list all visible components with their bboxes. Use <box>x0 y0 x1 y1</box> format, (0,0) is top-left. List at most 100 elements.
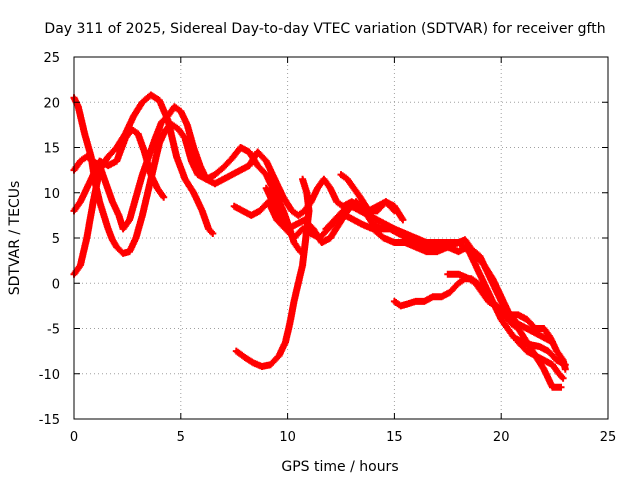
data-point <box>275 218 279 222</box>
data-point <box>104 182 108 186</box>
series-track-9 <box>337 171 407 224</box>
data-point <box>292 299 296 303</box>
data-point <box>424 250 428 254</box>
y-tick-label: 5 <box>52 232 60 247</box>
data-point <box>478 254 482 258</box>
data-point <box>136 132 140 136</box>
data-point <box>110 238 114 242</box>
data-point <box>76 105 80 109</box>
data-point <box>516 340 520 344</box>
data-point <box>352 218 356 222</box>
data-point <box>448 290 452 294</box>
data-point <box>414 299 418 303</box>
data-point <box>491 281 495 285</box>
data-point <box>294 222 298 226</box>
data-point <box>424 245 428 249</box>
data-point <box>360 222 364 226</box>
data-point <box>439 295 443 299</box>
data-point <box>435 245 439 249</box>
data-point <box>211 232 215 235</box>
data-point <box>157 141 161 145</box>
data-point <box>115 159 119 163</box>
data-point <box>533 327 537 330</box>
data-point <box>179 109 183 113</box>
data-point <box>510 322 514 326</box>
data-point <box>533 354 537 358</box>
data-point <box>140 213 144 217</box>
data-point <box>277 354 281 358</box>
data-point <box>222 177 225 181</box>
data-point <box>457 272 460 276</box>
y-tick-label: 0 <box>52 277 60 292</box>
data-point <box>234 349 238 353</box>
data-point <box>292 236 296 240</box>
data-point <box>115 245 119 249</box>
data-point <box>431 295 435 299</box>
data-point <box>149 173 153 177</box>
grid <box>74 57 608 419</box>
data-point <box>399 304 403 308</box>
data-point <box>290 209 294 213</box>
data-point <box>102 213 106 217</box>
data-point <box>149 93 153 97</box>
data-point <box>307 209 311 213</box>
data-point <box>281 209 285 213</box>
data-point <box>264 173 268 177</box>
data-point <box>284 340 287 344</box>
data-point <box>132 114 136 118</box>
y-axis-title: SDTVAR / TECUs <box>7 181 23 296</box>
data-point <box>467 250 471 254</box>
data-point <box>311 227 315 231</box>
data-point <box>213 173 217 177</box>
data-point <box>249 213 253 217</box>
data-point <box>164 127 168 131</box>
data-point <box>258 209 262 213</box>
series-track-12 <box>514 338 567 382</box>
data-point <box>371 222 375 226</box>
data-point <box>183 136 187 140</box>
data-point <box>324 227 328 231</box>
data-point <box>328 236 332 240</box>
data-point <box>153 136 157 140</box>
data-point <box>525 317 529 321</box>
data-point <box>508 313 512 317</box>
data-point <box>484 268 488 272</box>
data-point <box>170 123 174 127</box>
data-point <box>200 209 204 213</box>
data-point <box>463 238 467 242</box>
data-point <box>457 250 460 254</box>
data-point <box>563 367 567 371</box>
data-point <box>457 241 460 244</box>
data-point <box>435 241 439 244</box>
data-point <box>190 159 193 163</box>
data-point <box>320 241 324 244</box>
y-tick-label: 10 <box>43 187 60 202</box>
data-point <box>91 200 95 204</box>
data-point <box>256 150 260 154</box>
data-point <box>499 317 503 321</box>
data-point <box>414 236 418 240</box>
data-point <box>264 186 268 190</box>
data-point <box>207 227 211 231</box>
data-point <box>128 218 131 222</box>
data-point <box>130 127 134 131</box>
data-point <box>328 186 332 190</box>
data-point <box>247 150 251 154</box>
data-point <box>98 164 102 168</box>
data-point <box>474 263 478 267</box>
data-point <box>281 195 285 199</box>
data-point <box>157 98 161 102</box>
data-point <box>309 232 313 235</box>
data-point <box>316 186 319 190</box>
data-point <box>375 218 379 222</box>
data-point <box>83 132 87 136</box>
data-point <box>382 236 386 240</box>
data-point <box>230 173 234 177</box>
data-point <box>512 336 516 340</box>
data-point <box>288 322 292 326</box>
data-point <box>525 340 529 344</box>
series-track-8 <box>322 202 569 369</box>
data-point <box>162 195 166 199</box>
data-point <box>403 241 407 244</box>
data-point <box>499 308 503 312</box>
